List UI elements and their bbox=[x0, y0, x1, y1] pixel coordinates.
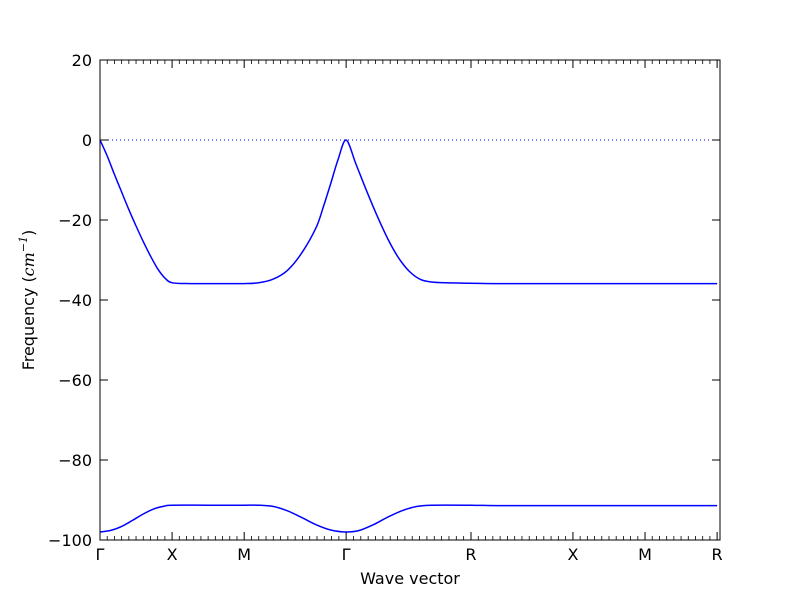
x-tick-label: X bbox=[567, 545, 578, 564]
y-axis-label-exponent: −1 bbox=[17, 236, 30, 252]
plot-frame bbox=[99, 59, 721, 541]
y-tick-label: −60 bbox=[58, 371, 92, 390]
band-series-1 bbox=[99, 139, 718, 285]
x-tick-label: Γ bbox=[342, 545, 351, 564]
y-axis-label-prefix: Frequency ( bbox=[19, 276, 38, 370]
x-tick-label: M bbox=[237, 545, 251, 564]
series-layer bbox=[99, 139, 718, 533]
x-tick-label: M bbox=[638, 545, 652, 564]
y-axis-label-unit: cm bbox=[19, 252, 38, 276]
x-axis-label: Wave vector bbox=[360, 569, 460, 588]
band-series-2 bbox=[99, 504, 718, 533]
y-tick-label: −40 bbox=[58, 291, 92, 310]
y-axis-label-suffix: ) bbox=[19, 230, 38, 236]
y-axis-label: Frequency (cm−1) bbox=[17, 230, 38, 371]
y-tick-label: −80 bbox=[58, 451, 92, 470]
y-tick-label: −100 bbox=[48, 531, 92, 550]
y-tick-label: 0 bbox=[82, 131, 92, 150]
x-tick-label: Γ bbox=[96, 545, 105, 564]
x-tick-label: X bbox=[167, 545, 178, 564]
x-tick-label: R bbox=[465, 545, 476, 564]
y-tick-label: 20 bbox=[72, 51, 92, 70]
x-tick-label: R bbox=[712, 545, 723, 564]
y-tick-label: −20 bbox=[58, 211, 92, 230]
